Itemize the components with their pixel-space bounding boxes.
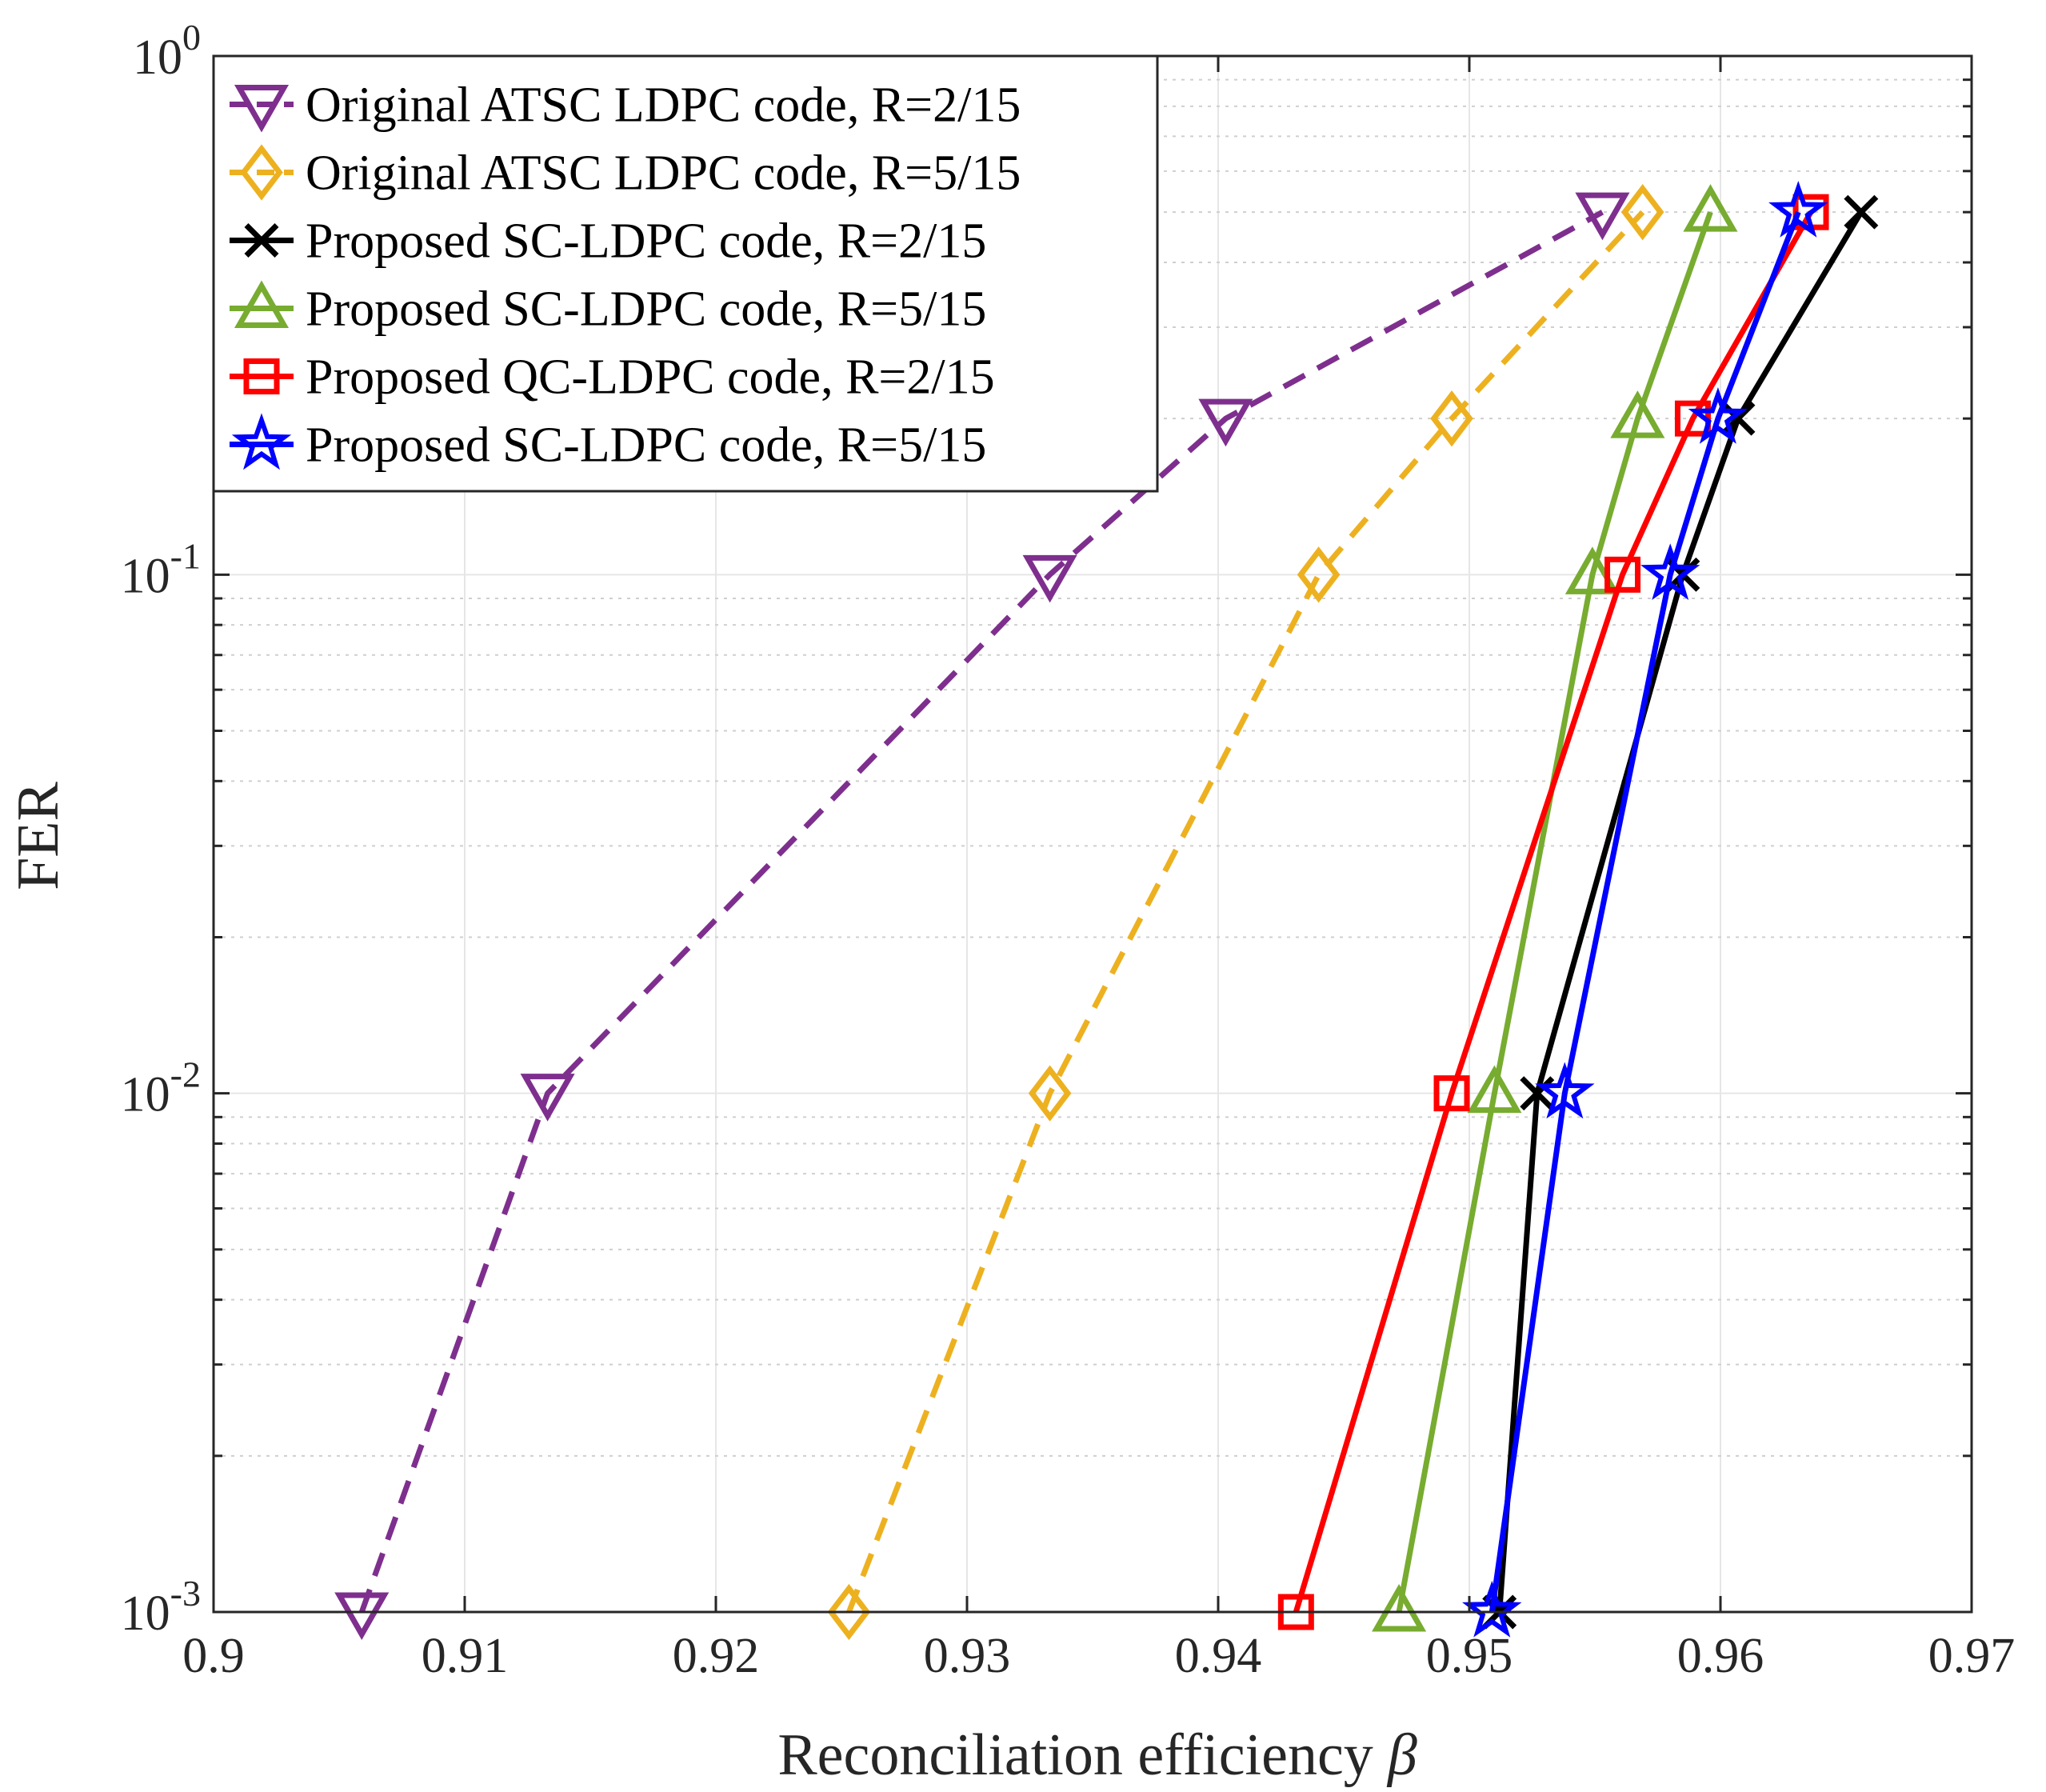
- series-2-point: [1028, 1065, 1072, 1122]
- series-6-line: [1489, 210, 1801, 1613]
- legend-label: Original ATSC LDPC code, R=5/15: [306, 146, 1021, 201]
- series-6-point: [1462, 1580, 1522, 1638]
- series-1-point: [520, 1074, 575, 1122]
- tick-labels: 0.9 0.91 0.92 0.93 0.94 0.95 0.96 0.97 10-3 10-2 1…: [121, 17, 2016, 1683]
- series-3-point: [1520, 1076, 1555, 1111]
- series-1-point: [1575, 192, 1630, 241]
- legend-label: Proposed SC-LDPC code, R=5/15: [306, 282, 986, 337]
- legend-box: [212, 54, 1159, 493]
- legend-marker: [243, 358, 280, 394]
- x-axis-title-text: Reconciliation efficiency: [777, 1722, 1373, 1788]
- x-axis-title: Reconciliation efficiency β: [777, 1722, 1417, 1788]
- series-6: [1462, 181, 1828, 1638]
- series-4: [1372, 184, 1738, 1632]
- series-6-point: [1688, 387, 1748, 444]
- legend-marker: [234, 85, 290, 133]
- legend-entry: Proposed SC-LDPC code, R=5/15: [230, 280, 986, 337]
- series-4-point: [1610, 390, 1665, 438]
- series-2-line: [846, 210, 1645, 1614]
- series-layer: [334, 181, 1879, 1641]
- legend-marker: [231, 413, 292, 470]
- y-tick-label: 10-2: [121, 1054, 201, 1122]
- series-6-point: [1535, 1062, 1595, 1119]
- series-5-point: [1433, 1075, 1470, 1112]
- series-4-point: [1683, 184, 1738, 232]
- legend-marker: [244, 223, 279, 258]
- series-1-line: [359, 210, 1604, 1614]
- x-tick-label: 0.91: [422, 1629, 509, 1683]
- series-2-point: [1430, 390, 1473, 447]
- y-tick-label: 10-3: [121, 1573, 201, 1641]
- series-4-point: [1467, 1065, 1522, 1114]
- series-2-point: [1620, 183, 1664, 241]
- legend-entry: Proposed SC-LDPC code, R=5/15: [230, 413, 986, 473]
- legend-entry: Original ATSC LDPC code, R=2/15: [230, 78, 1021, 133]
- series-2-point: [827, 1583, 871, 1641]
- y-axis-title: FER: [6, 782, 71, 890]
- series-1-point: [1022, 554, 1077, 603]
- x-tick-label: 0.94: [1175, 1629, 1262, 1683]
- legend-label: Proposed SC-LDPC code, R=5/15: [306, 418, 986, 473]
- legend-marker: [234, 280, 290, 328]
- series-5-line: [1293, 210, 1814, 1614]
- y-tick-label: 10-1: [121, 535, 201, 603]
- legend-label: Proposed SC-LDPC code, R=2/15: [306, 214, 986, 269]
- series-6-point: [1768, 181, 1828, 238]
- series-5: [1277, 194, 1829, 1630]
- y-tick-label: 100: [133, 17, 201, 85]
- series-4-line: [1396, 211, 1713, 1613]
- series-3-point: [1844, 194, 1879, 230]
- series-1-point: [334, 1592, 390, 1641]
- x-tick-label: 0.9: [182, 1629, 245, 1683]
- x-tick-label: 0.92: [673, 1629, 760, 1683]
- series-2: [827, 183, 1664, 1641]
- x-tick-label: 0.95: [1426, 1629, 1513, 1683]
- series-2-point: [1297, 546, 1341, 603]
- legend-marker: [240, 144, 283, 201]
- series-4-point: [1372, 1583, 1427, 1632]
- x-tick-label: 0.93: [924, 1629, 1011, 1683]
- series-5-point: [1604, 556, 1641, 593]
- legend-entry: Proposed SC-LDPC code, R=2/15: [230, 214, 986, 269]
- legend-label: Proposed QC-LDPC code, R=2/15: [306, 350, 995, 405]
- legend-entry: Proposed QC-LDPC code, R=2/15: [230, 350, 995, 405]
- x-tick-label: 0.96: [1677, 1629, 1764, 1683]
- series-4-point: [1564, 546, 1620, 594]
- x-tick-label: 0.97: [1928, 1629, 2016, 1683]
- series-1-point: [1198, 398, 1253, 447]
- legend-entry: Original ATSC LDPC code, R=5/15: [230, 144, 1021, 201]
- series-1: [334, 192, 1630, 1641]
- legend: Original ATSC LDPC code, R=2/15 Original …: [212, 54, 1159, 493]
- x-axis-title-symbol: β: [1386, 1722, 1417, 1788]
- series-6-point: [1640, 543, 1700, 601]
- legend-label: Original ATSC LDPC code, R=2/15: [306, 78, 1021, 133]
